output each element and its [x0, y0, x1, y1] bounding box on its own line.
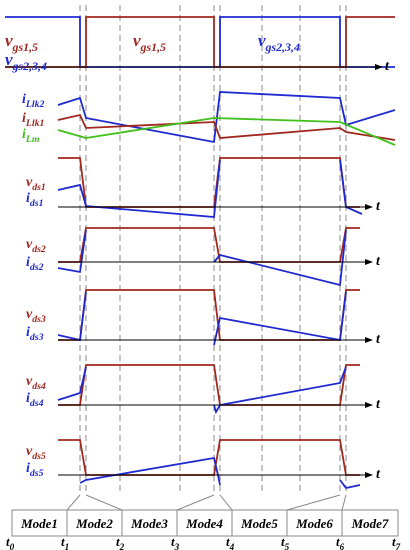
voltage-label-sub: ds5: [32, 451, 46, 462]
current-label-sub: Llk2: [25, 99, 45, 110]
current-label: ids5: [26, 461, 44, 479]
axis-label: t: [376, 199, 381, 214]
current-label-sub: ds3: [30, 332, 44, 343]
time-label: t1: [61, 534, 69, 550]
gate-label-sub: gs2,3,4: [265, 40, 300, 54]
current-label: iLlk2: [22, 92, 44, 110]
mode-label: Mode1: [20, 516, 58, 531]
current-label-main: i: [26, 191, 30, 206]
current-label: ids2: [26, 255, 44, 273]
time-label-sub: 4: [229, 542, 235, 550]
time-label-main: t: [61, 534, 65, 549]
current-label-main: i: [26, 325, 30, 340]
time-label-sub: 5: [285, 542, 290, 550]
fan-lines: [66, 494, 347, 511]
voltage-label: vds3: [26, 307, 46, 325]
voltage-label: vds4: [26, 374, 46, 392]
mode-label: Mode2: [75, 516, 113, 531]
gate-label-main: v: [5, 50, 13, 69]
gate-label-sub: gs1,5: [12, 40, 38, 54]
time-label-main: t: [116, 534, 120, 549]
gate-label-main: v: [5, 31, 13, 50]
time-label-sub: 6: [340, 542, 345, 550]
gate-label-sub: gs1,5: [140, 40, 166, 54]
time-label-sub: 0: [10, 542, 15, 550]
voltage-label-main: v: [26, 237, 33, 252]
time-label-sub: 7: [396, 542, 401, 550]
current-label: iLm: [22, 127, 40, 145]
mode-label: Mode6: [295, 516, 333, 531]
current-label-sub: ds5: [30, 468, 44, 479]
voltage-label-main: v: [26, 307, 33, 322]
voltage-label: vds5: [26, 444, 46, 462]
time-label: t6: [336, 534, 345, 550]
waveforms: [5, 16, 396, 490]
axis-label: t: [376, 467, 381, 482]
current-label: iLlk1: [22, 111, 44, 129]
current-label-main: i: [22, 111, 26, 126]
dashed-lines: [79, 5, 347, 495]
voltage-label-sub: ds2: [32, 244, 46, 255]
gate-label-main: v: [133, 31, 141, 50]
time-label-sub: 1: [65, 542, 70, 550]
time-label-main: t: [392, 534, 396, 549]
time-label-main: t: [226, 534, 230, 549]
voltage-label: vds2: [26, 237, 46, 255]
current-label-main: i: [26, 391, 30, 406]
current-label-sub: ds4: [30, 398, 44, 409]
current-label: ids3: [26, 325, 44, 343]
time-label-main: t: [336, 534, 340, 549]
time-label-sub: 3: [174, 542, 180, 550]
gate-label: vgs1,5: [5, 31, 38, 54]
current-label: ids4: [26, 391, 44, 409]
time-label-main: t: [6, 534, 10, 549]
current-label-main: i: [22, 127, 26, 142]
voltage-label: vds1: [26, 175, 46, 193]
voltage-label-main: v: [26, 374, 33, 389]
current-label-sub: ds2: [30, 262, 44, 273]
time-label-main: t: [281, 534, 285, 549]
gate-label-sub: gs2,3,4: [12, 59, 47, 73]
time-label: t3: [171, 534, 180, 550]
current-label-main: i: [22, 92, 26, 107]
time-label-main: t: [171, 534, 175, 549]
current-label-sub: Llk1: [25, 118, 45, 129]
time-label: t7: [392, 534, 401, 550]
mode-label: Mode3: [130, 516, 168, 531]
current-label: ids1: [26, 191, 44, 209]
current-label-main: i: [26, 255, 30, 270]
time-label: t4: [226, 534, 235, 550]
current-label-main: i: [26, 461, 30, 476]
voltage-label-sub: ds1: [32, 182, 46, 193]
voltage-label-sub: ds3: [32, 314, 46, 325]
current-label-sub: ds1: [30, 198, 44, 209]
mode-label: Mode7: [351, 516, 389, 531]
voltage-label-main: v: [26, 444, 33, 459]
time-label: t0: [6, 534, 15, 550]
mode-boxes: [11, 509, 399, 537]
gate-label: vgs2,3,4: [5, 50, 47, 73]
time-label-sub: 2: [119, 542, 125, 550]
axes: [5, 64, 383, 478]
axis-label: t: [376, 397, 381, 412]
time-label: t5: [281, 534, 290, 550]
axis-label: t: [376, 332, 381, 347]
gate-label-main: v: [258, 31, 266, 50]
mode-label: Mode4: [185, 516, 223, 531]
axis-label: t: [385, 59, 390, 74]
voltage-label-sub: ds4: [32, 381, 46, 392]
voltage-label-main: v: [26, 175, 33, 190]
axis-label: t: [376, 254, 381, 269]
gate-label: vgs2,3,4: [258, 31, 300, 54]
time-label: t2: [116, 534, 125, 550]
gate-label: vgs1,5: [133, 31, 166, 54]
current-label-sub: Lm: [25, 134, 40, 145]
mode-label: Mode5: [240, 516, 278, 531]
